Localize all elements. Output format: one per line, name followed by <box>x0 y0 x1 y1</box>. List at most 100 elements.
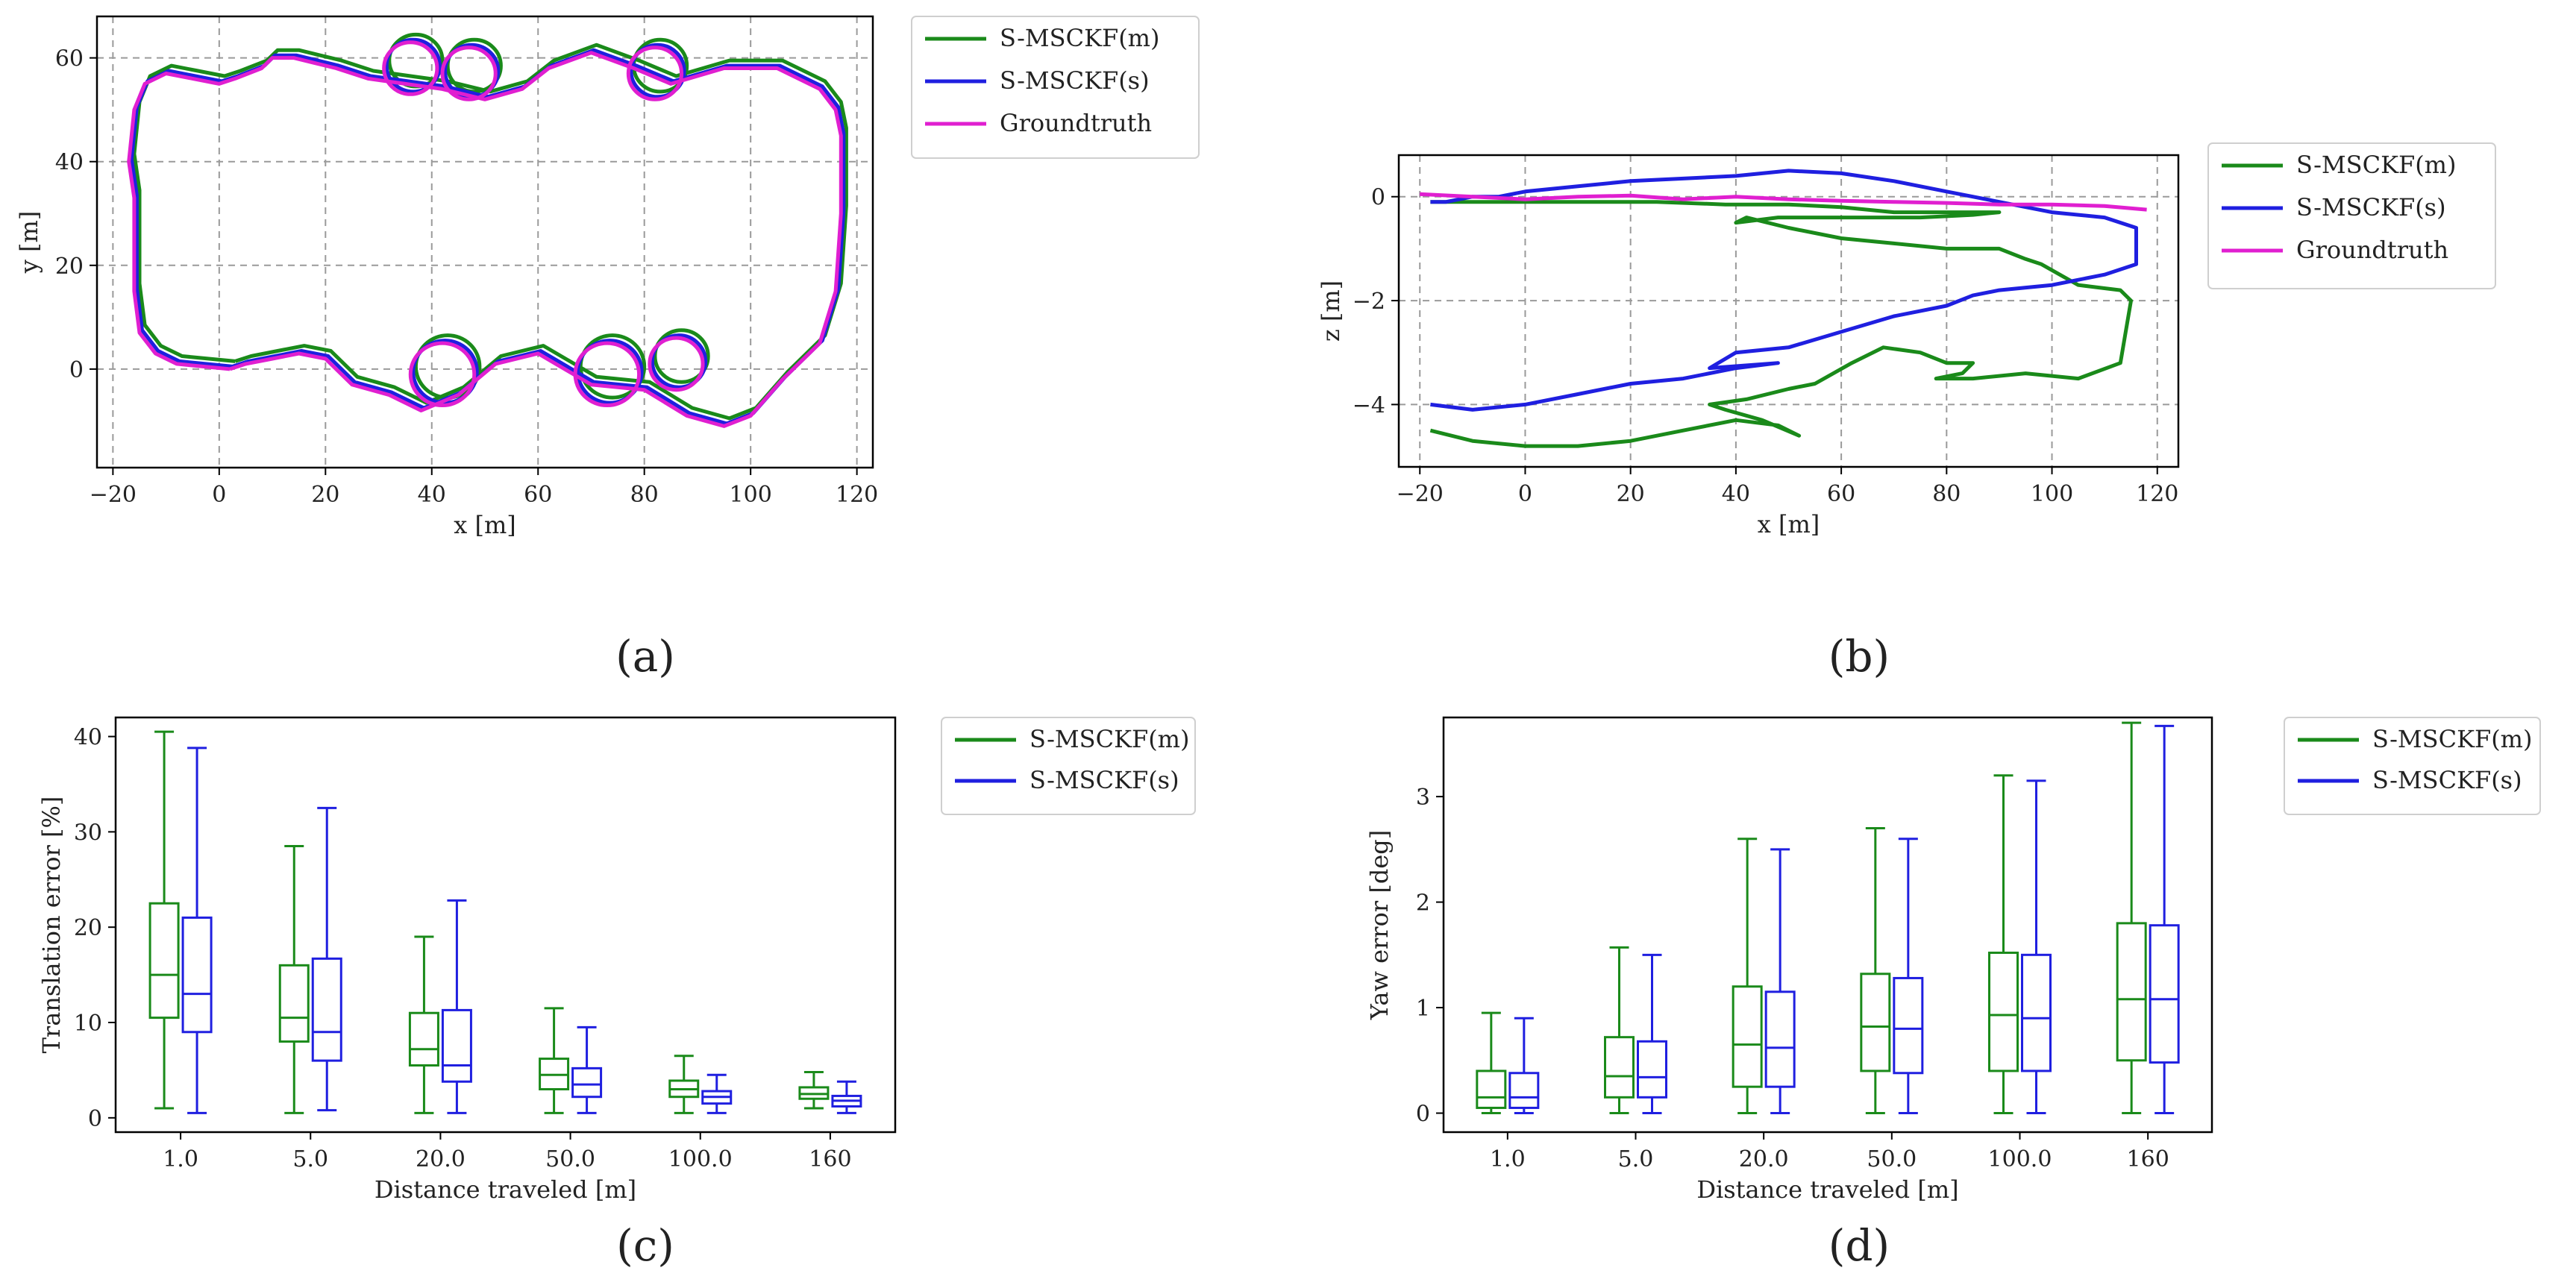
plot-frame-d <box>1442 716 2213 1134</box>
y-tick-label-d: 3 <box>1416 785 1430 811</box>
plot-frame-a <box>95 15 874 469</box>
legend-label-b-1: S-MSCKF(s) <box>2296 193 2446 222</box>
x-tick-label-b: 40 <box>1722 481 1750 507</box>
series-line-b-1 <box>1430 169 2138 412</box>
loop-mark-a-1-2 <box>629 43 686 99</box>
loop-mark-a-2-2 <box>626 45 684 101</box>
x-tick-label-c: 50.0 <box>545 1146 595 1172</box>
x-tick-label-a: 100 <box>730 482 772 508</box>
y-tick-label-a: 0 <box>69 357 84 383</box>
x-tick-label-a: 0 <box>212 482 226 508</box>
x-axis-label-a: x [m] <box>454 511 516 539</box>
iqr-box <box>1637 1040 1667 1099</box>
x-tick-label-a: 20 <box>311 482 339 508</box>
x-tick-label-a: −20 <box>90 482 137 508</box>
y-tick-label-d: 1 <box>1416 996 1430 1022</box>
x-tick-label-b: 120 <box>2136 481 2178 507</box>
iqr-box <box>311 957 342 1062</box>
series-line-a-2 <box>127 51 843 428</box>
box-d-1-4 <box>2021 779 2052 1115</box>
y-axis-label-b: z [m] <box>1317 280 1345 342</box>
iqr-box <box>1476 1069 1507 1109</box>
caption-b: (b) <box>1828 631 1890 682</box>
x-tick-label-a: 60 <box>524 482 552 508</box>
y-axis-label-c: Translation error [%] <box>37 797 66 1054</box>
y-axis-label-a: y [m] <box>15 211 43 274</box>
iqr-box <box>278 964 310 1043</box>
iqr-box <box>181 916 213 1034</box>
iqr-box <box>408 1011 439 1067</box>
iqr-box <box>441 1008 472 1083</box>
y-axis-label-d: Yaw error [deg] <box>1365 830 1394 1020</box>
x-tick-label-a: 80 <box>630 482 659 508</box>
x-tick-label-d: 5.0 <box>1618 1146 1654 1172</box>
box-d-1-1 <box>1637 953 1667 1115</box>
caption-a: (a) <box>615 631 675 682</box>
box-d-1-2 <box>1764 848 1796 1115</box>
x-tick-label-a: 120 <box>836 482 878 508</box>
legend-label-d-1: S-MSCKF(s) <box>2372 766 2522 794</box>
box-d-0-0 <box>1476 1011 1507 1115</box>
iqr-box <box>2021 953 2052 1072</box>
y-tick-label-d: 2 <box>1416 890 1430 917</box>
y-tick-label-d: 0 <box>1416 1102 1430 1128</box>
loop-mark-a-1-4 <box>576 339 644 405</box>
legend-label-a-2: Groundtruth <box>1000 109 1152 137</box>
iqr-box <box>2116 922 2147 1062</box>
box-d-0-4 <box>1988 774 2019 1115</box>
x-tick-label-b: 100 <box>2031 481 2073 507</box>
x-axis-label-b: x [m] <box>1758 510 1820 538</box>
iqr-box <box>1988 951 2019 1072</box>
loop-mark-a-2-0 <box>382 40 439 96</box>
x-tick-label-c: 160 <box>809 1146 851 1172</box>
series-line-b-2 <box>1420 192 2147 212</box>
box-c-1-5 <box>831 1080 862 1114</box>
x-axis-label-d: Distance traveled [m] <box>1696 1175 1958 1204</box>
x-tick-label-d: 20.0 <box>1739 1146 1789 1172</box>
caption-d: (d) <box>1828 1220 1890 1271</box>
box-d-0-1 <box>1604 946 1635 1115</box>
legend-label-a-0: S-MSCKF(m) <box>1000 24 1160 52</box>
legend-label-b-2: Groundtruth <box>2296 236 2448 264</box>
box-c-1-4 <box>701 1073 733 1114</box>
iqr-box <box>571 1066 603 1099</box>
x-tick-label-d: 160 <box>2127 1146 2169 1172</box>
box-d-0-5 <box>2116 721 2147 1115</box>
x-tick-label-c: 5.0 <box>292 1146 328 1172</box>
loop-mark-a-1-3 <box>411 339 479 405</box>
y-tick-label-c: 0 <box>88 1106 102 1132</box>
caption-c: (c) <box>616 1220 674 1271</box>
box-c-0-3 <box>539 1007 570 1114</box>
x-tick-label-b: 80 <box>1932 481 1961 507</box>
box-c-0-2 <box>408 935 439 1114</box>
loop-mark-a-2-4 <box>573 341 642 408</box>
series-line-b-0 <box>1429 200 2133 448</box>
plot-frame-b <box>1397 154 2180 468</box>
iqr-box <box>1604 1036 1635 1099</box>
box-c-1-1 <box>311 806 342 1112</box>
x-tick-label-c: 100.0 <box>668 1146 733 1172</box>
legend-label-c-0: S-MSCKF(m) <box>1030 725 1190 753</box>
loop-mark-a-0-5 <box>653 328 710 384</box>
x-tick-label-b: 60 <box>1827 481 1855 507</box>
box-d-0-2 <box>1732 838 1763 1115</box>
legend-label-b-0: S-MSCKF(m) <box>2296 151 2457 179</box>
iqr-box <box>2149 924 2180 1064</box>
loop-mark-a-0-1 <box>445 37 503 94</box>
iqr-box <box>1508 1072 1540 1109</box>
iqr-box <box>1860 973 1891 1072</box>
legend-label-c-1: S-MSCKF(s) <box>1030 766 1179 794</box>
box-d-1-3 <box>1893 838 1924 1115</box>
box-c-1-3 <box>571 1025 603 1114</box>
box-d-1-0 <box>1508 1017 1540 1115</box>
y-tick-label-b: −4 <box>1353 392 1385 418</box>
plot-frame-c <box>114 716 897 1134</box>
x-tick-label-c: 20.0 <box>416 1146 466 1172</box>
box-c-0-1 <box>278 845 310 1114</box>
x-tick-label-d: 50.0 <box>1867 1146 1917 1172</box>
box-d-0-3 <box>1860 827 1891 1115</box>
box-c-1-0 <box>181 747 213 1114</box>
y-tick-label-b: −2 <box>1353 289 1385 315</box>
x-tick-label-a: 40 <box>418 482 446 508</box>
